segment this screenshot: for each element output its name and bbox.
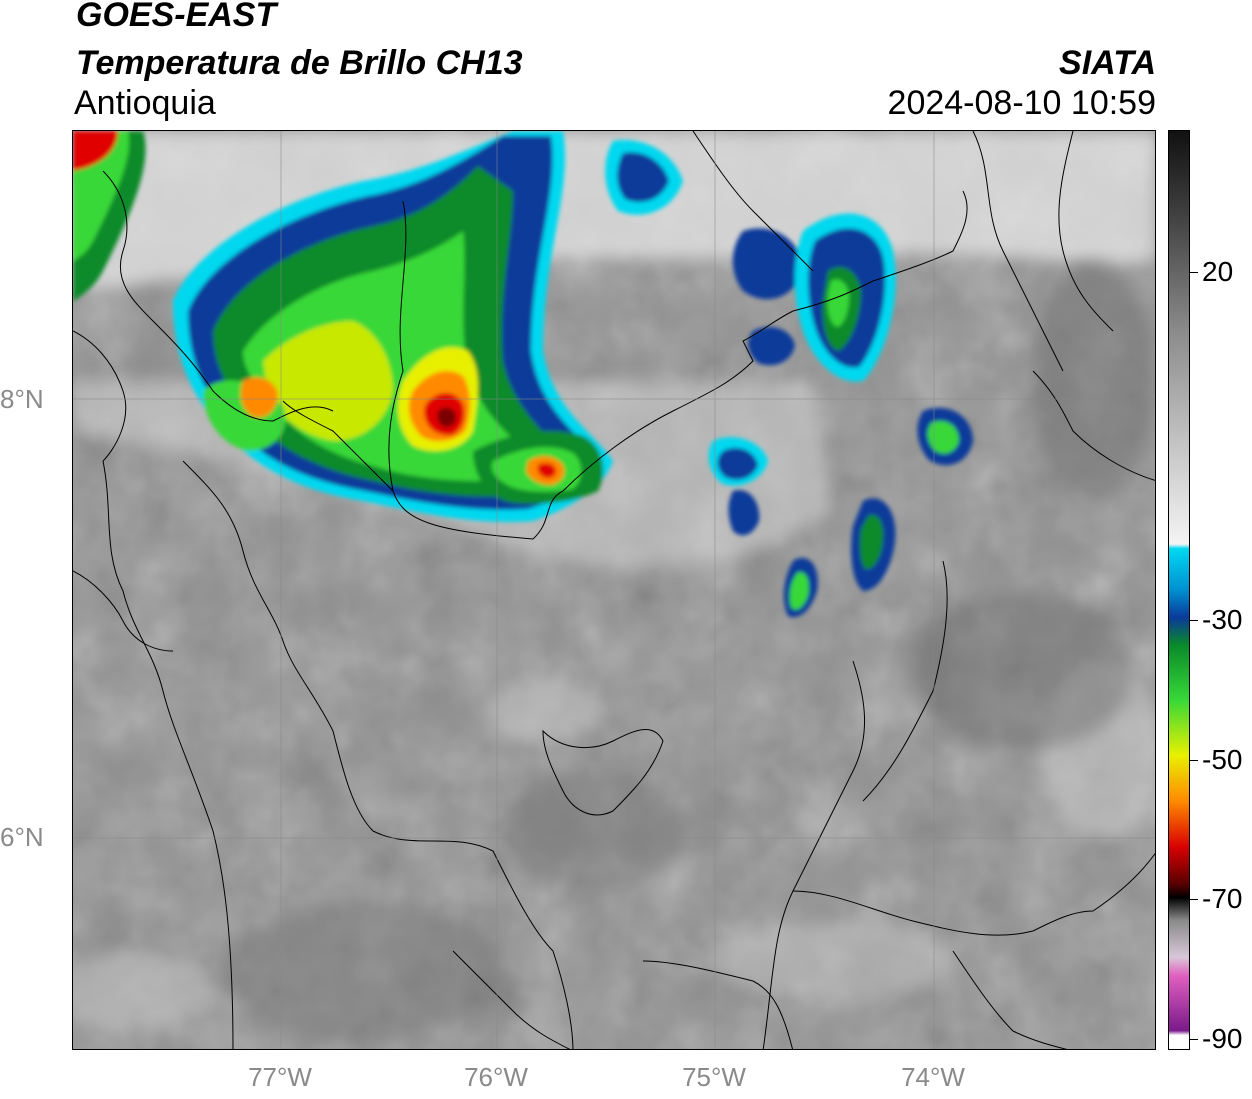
colorbar-tick: [1190, 760, 1198, 761]
colorbar-label-minus50: -50: [1202, 744, 1243, 775]
region-label: Antioquia: [74, 84, 216, 122]
temperature-colorbar: [1168, 130, 1190, 1050]
product-title: Temperatura de Brillo CH13: [76, 44, 523, 82]
lon-label-76w: 76°W: [464, 1062, 528, 1092]
timestamp-label: 2024-08-10 10:59: [887, 84, 1156, 122]
colorbar-tick: [1190, 272, 1198, 273]
colorbar-tick: [1190, 899, 1198, 900]
map-canvas[interactable]: [73, 131, 1156, 1050]
colorbar-label-minus30: -30: [1202, 604, 1243, 635]
lon-label-74w: 74°W: [901, 1062, 965, 1092]
convective-system-northwest: [73, 131, 613, 522]
colorbar-tick: [1190, 1039, 1198, 1040]
lon-label-75w: 75°W: [682, 1062, 746, 1092]
colorbar-label-20: 20: [1202, 256, 1234, 287]
lat-label-6n: 6°N: [0, 822, 44, 852]
political-boundaries: [102, 131, 1155, 1049]
colorbar-label-minus70: -70: [1202, 883, 1243, 914]
brand-label: SIATA: [1059, 44, 1156, 82]
satellite-title: GOES-EAST: [76, 0, 277, 34]
coastline: [73, 170, 334, 652]
colorbar-label-minus90: -90: [1202, 1023, 1243, 1054]
convective-cells-northeast: [605, 140, 973, 618]
graticule: [73, 131, 1155, 1049]
lon-label-77w: 77°W: [248, 1062, 312, 1092]
map-panel[interactable]: [72, 130, 1156, 1050]
lat-label-8n: 8°N: [0, 384, 44, 414]
colorbar-tick: [1190, 620, 1198, 621]
